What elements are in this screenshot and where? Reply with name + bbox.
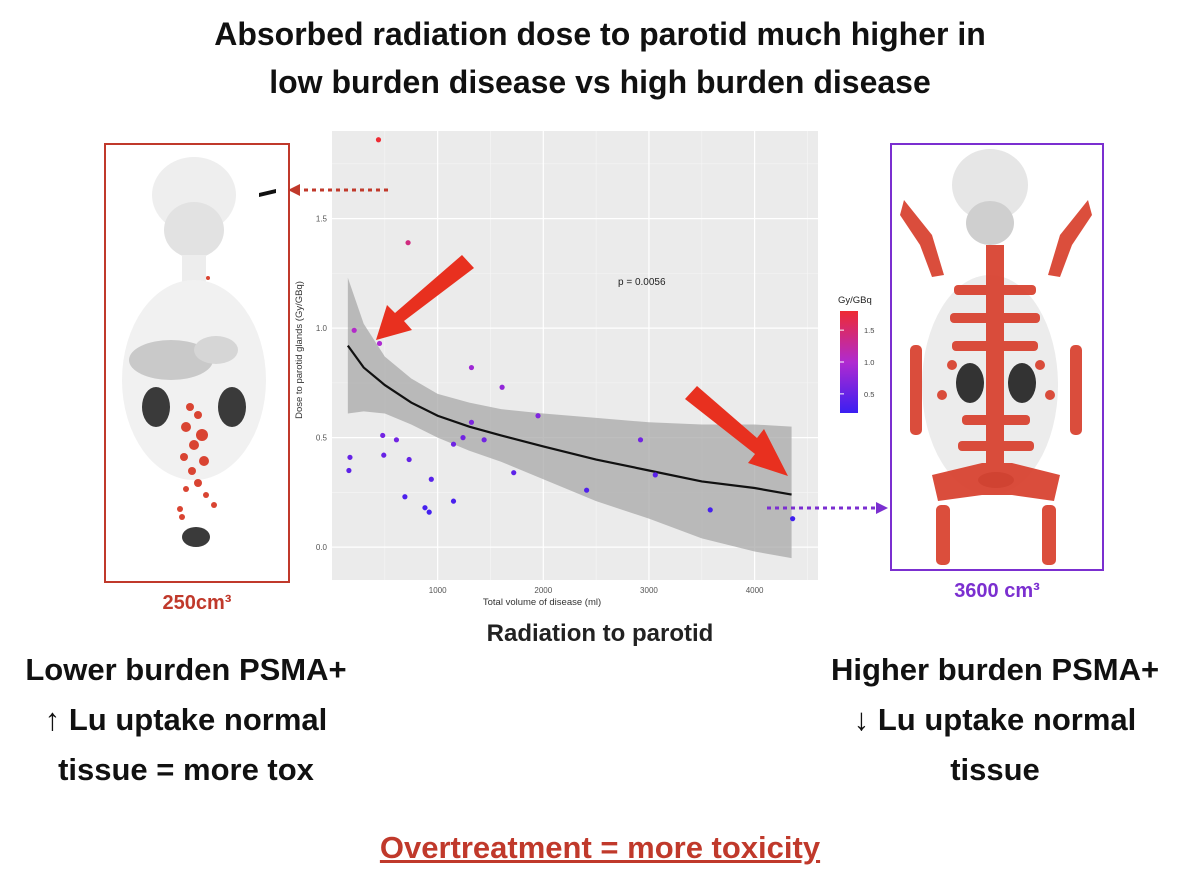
pet-scan-low-burden [104, 143, 290, 583]
data-point [707, 507, 713, 513]
dose-vs-volume-scatter-chart: 1000 2000 3000 4000 0.0 0.5 1.0 1.5 Total volum… [288, 131, 888, 608]
data-point [584, 487, 590, 493]
slide-title-line-1: Absorbed radiation dose to parotid much … [214, 16, 986, 52]
x-tick-label: 3000 [640, 586, 658, 595]
data-point [637, 437, 644, 443]
chart-caption: Radiation to parotid [486, 620, 714, 647]
high-burden-description: Higher burden PSMA+ ↓ Lu uptake normal t… [830, 652, 1160, 787]
data-point [652, 472, 658, 478]
data-point [347, 454, 353, 460]
x-tick-label: 4000 [746, 586, 764, 595]
data-point [481, 437, 487, 443]
regression-fit-line [346, 344, 792, 496]
pet-scan-high-burden [890, 143, 1104, 571]
y-tick-label: 0.0 [316, 543, 328, 552]
data-point [499, 384, 505, 390]
x-tick-label: 2000 [534, 586, 552, 595]
y-tick-label: 0.5 [316, 434, 328, 443]
data-point [426, 509, 432, 515]
y-tick-label: 1.0 [316, 324, 328, 333]
legend-colorbar [840, 311, 858, 413]
data-point [511, 470, 517, 476]
low-burden-volume-label: 250cm³ [162, 592, 232, 614]
data-point [393, 437, 400, 443]
data-point [381, 452, 387, 458]
data-point [402, 494, 408, 500]
dotted-arrow-right-head [876, 502, 888, 514]
data-point [405, 240, 411, 246]
slide-title-line-2: low burden disease vs high burden diseas… [269, 64, 931, 100]
red-arrow-right [685, 386, 788, 476]
pet-scan-low-burden-image [122, 157, 276, 547]
red-arrow-left [376, 255, 474, 340]
slide-footer-conclusion: Overtreatment = more toxicity [379, 830, 821, 865]
y-tick-label: 1.5 [316, 215, 328, 224]
color-legend: Gy/GBq 0.5 1.0 1.5 [838, 295, 874, 413]
x-axis-label: Total volume of disease (ml) [483, 597, 601, 608]
low-burden-description: Lower burden PSMA+ ↑ Lu uptake normal ti… [25, 652, 347, 787]
data-point [450, 441, 457, 447]
data-point [351, 327, 357, 333]
data-point [375, 137, 382, 143]
data-point [450, 498, 457, 504]
data-point [790, 516, 796, 522]
data-point [535, 413, 541, 419]
high-burden-volume-label: 3600 cm³ [954, 580, 1040, 602]
legend-title: Gy/GBq [838, 295, 872, 306]
x-tick-label: 1000 [429, 586, 447, 595]
data-point [346, 467, 352, 474]
y-axis-label: Dose to parotid glands (Gy/GBq) [294, 281, 305, 419]
legend-tick-label: 0.5 [864, 390, 874, 399]
data-point [460, 435, 466, 441]
data-point [468, 364, 475, 371]
data-point [468, 419, 475, 425]
pet-scan-high-burden-image [900, 149, 1092, 565]
confidence-band [347, 277, 792, 559]
data-point [380, 432, 386, 439]
legend-tick-label: 1.0 [864, 358, 874, 367]
p-value-annotation: p = 0.0056 [618, 277, 666, 288]
dotted-arrow-left-head [288, 184, 300, 196]
data-point [422, 505, 428, 511]
data-point [428, 476, 434, 482]
legend-tick-label: 1.5 [864, 326, 874, 335]
data-point [406, 456, 412, 463]
data-point [376, 340, 383, 347]
